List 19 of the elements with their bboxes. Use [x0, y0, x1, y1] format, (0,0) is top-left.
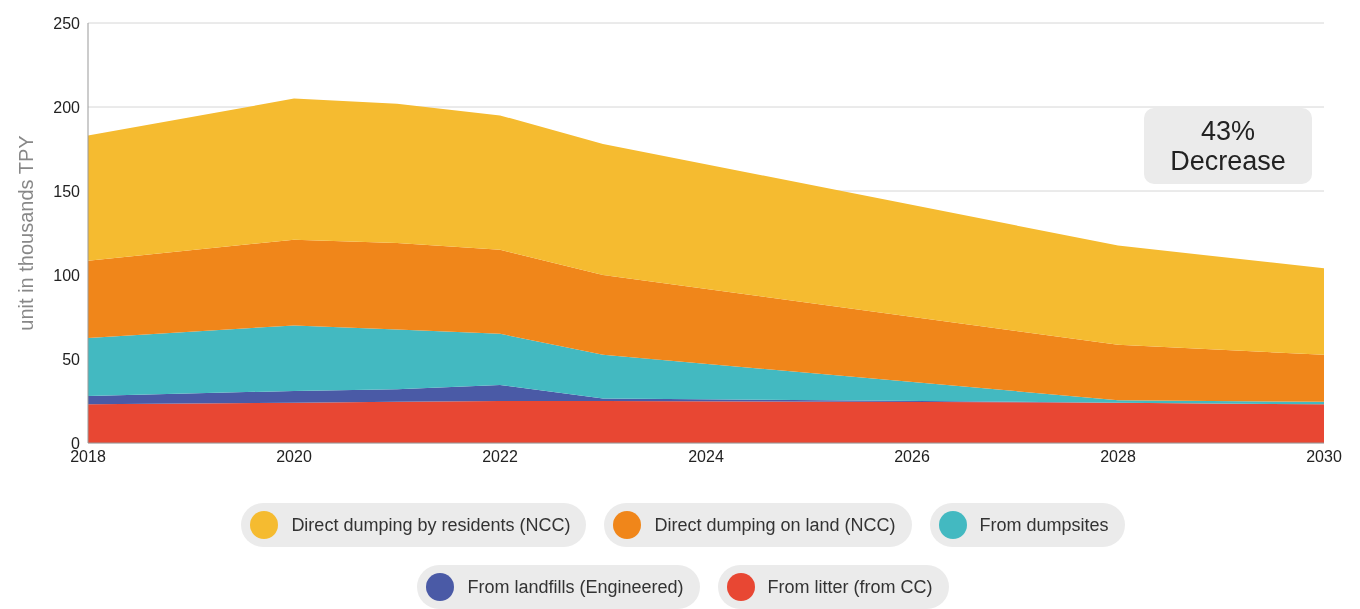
- x-tick-label: 2028: [1100, 448, 1136, 466]
- y-tick-label: 100: [53, 266, 81, 284]
- legend-label: From dumpsites: [979, 514, 1109, 536]
- x-tick-label: 2024: [688, 448, 724, 466]
- x-tick-label: 2026: [894, 448, 930, 466]
- x-tick-label: 2022: [482, 448, 518, 466]
- y-tick-label: 50: [62, 350, 81, 368]
- x-tick-label: 2020: [276, 448, 312, 466]
- legend-label: From litter (from CC): [767, 576, 933, 598]
- y-tick-label: 150: [53, 182, 81, 200]
- x-tick-label: 2030: [1306, 448, 1342, 466]
- annotation: 43% Decrease: [1144, 108, 1312, 184]
- legend-label: Direct dumping on land (NCC): [654, 514, 896, 536]
- y-tick-label: 200: [53, 98, 81, 116]
- y-tick-label: 250: [53, 14, 81, 32]
- y-axis-title: unit in thousands TPY: [15, 135, 38, 331]
- legend-label: Direct dumping by residents (NCC): [291, 514, 571, 536]
- legend-label: From landfills (Engineered): [467, 576, 684, 598]
- x-tick-label: 2018: [70, 448, 106, 466]
